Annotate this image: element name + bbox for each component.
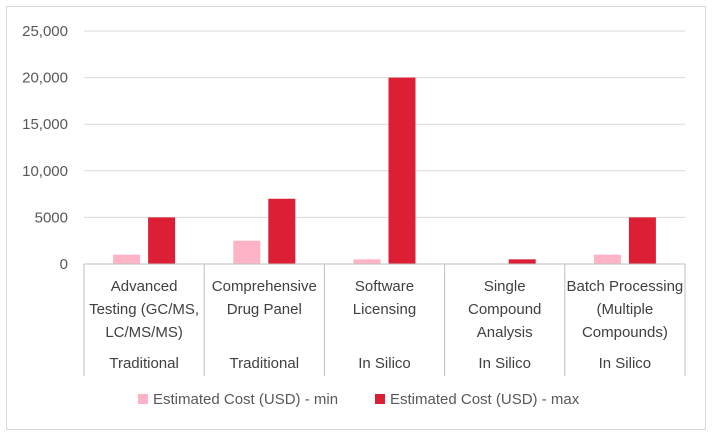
legend-label-min: Estimated Cost (USD) - min [153,391,338,408]
category-label: Drug Panel [227,301,302,318]
bar-max [628,217,656,264]
category-label: Testing (GC/MS, [89,301,199,318]
group-label: Traditional [109,355,178,372]
group-label: In Silico [599,355,652,372]
bar-max [268,198,296,264]
chart-frame [6,6,706,430]
y-tick-label: 25,000 [22,23,68,40]
y-tick-label: 20,000 [22,70,68,87]
category-label: Compound [468,301,541,318]
category-label: Compounds) [582,324,668,341]
y-tick-label: 0 [60,256,68,273]
y-tick-label: 15,000 [22,116,68,133]
category-label: Software [355,278,414,295]
legend-label-max: Estimated Cost (USD) - max [390,391,580,408]
group-label: In Silico [478,355,531,372]
y-tick-label: 10,000 [22,163,68,180]
bar-min [593,254,621,264]
category-label: Comprehensive [212,278,317,295]
category-label: Licensing [353,301,416,318]
bar-min [353,259,381,264]
bar-max [148,217,176,264]
category-label: Analysis [477,324,533,341]
bar-min [113,254,141,264]
bar-min [233,240,261,264]
legend-swatch-min [138,394,148,404]
category-label: Single [484,278,526,295]
category-label: Batch Processing [567,278,684,295]
category-label: Advanced [111,278,178,295]
group-label: In Silico [358,355,411,372]
bar-max [508,259,536,264]
group-label: Traditional [230,355,299,372]
y-tick-label: 5000 [35,209,68,226]
legend-swatch-max [375,394,385,404]
category-label: (Multiple [597,301,654,318]
category-label: LC/MS/MS) [105,324,183,341]
bar-max [388,77,416,264]
